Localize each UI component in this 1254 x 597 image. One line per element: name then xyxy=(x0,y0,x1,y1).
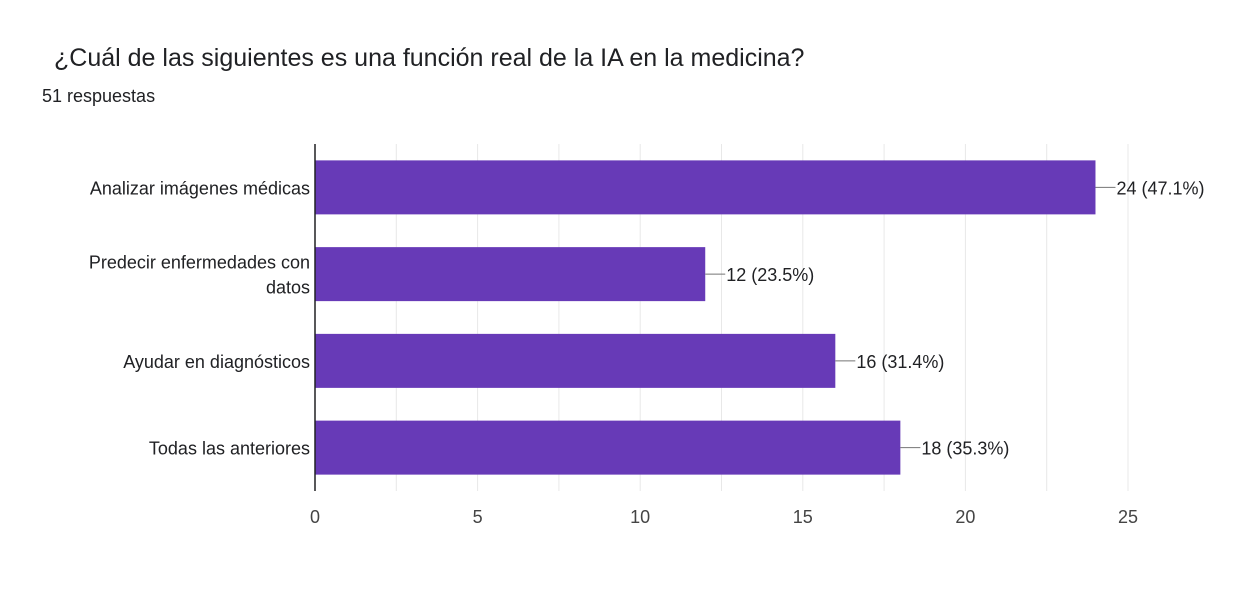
category-label-line: datos xyxy=(266,278,310,298)
x-tick-label: 5 xyxy=(473,507,483,527)
data-label: 12 (23.5%) xyxy=(726,265,814,285)
category-label: Todas las anteriores xyxy=(149,439,310,459)
category-label-line: Predecir enfermedades con xyxy=(89,253,310,273)
category-label-line: Ayudar en diagnósticos xyxy=(123,352,310,372)
response-count: 51 respuestas xyxy=(42,86,156,106)
x-tick-label: 15 xyxy=(793,507,813,527)
bar xyxy=(315,160,1096,215)
bar-layer xyxy=(315,160,1116,475)
label-layer: 24 (47.1%) 12 (23.5%) 16 (31.4%) 18 (35.3%)… xyxy=(89,178,1205,458)
category-label: Ayudar en diagnósticos xyxy=(123,352,310,372)
x-tick-label: 10 xyxy=(630,507,650,527)
x-tick-label: 20 xyxy=(955,507,975,527)
x-tick-label: 0 xyxy=(310,507,320,527)
category-label-line: Todas las anteriores xyxy=(149,439,310,459)
data-label: 16 (31.4%) xyxy=(856,352,944,372)
category-label: Analizar imágenes médicas xyxy=(90,178,310,198)
data-label: 24 (47.1%) xyxy=(1116,178,1204,198)
category-label: Predecir enfermedades con datos xyxy=(89,253,310,298)
chart-title: ¿Cuál de las siguientes es una función r… xyxy=(54,44,805,72)
category-label-line: Analizar imágenes médicas xyxy=(90,178,310,198)
axis-layer: 0 5 10 15 20 25 xyxy=(310,144,1138,527)
bar xyxy=(315,420,901,475)
bar xyxy=(315,247,706,302)
bar xyxy=(315,333,836,388)
x-tick-label: 25 xyxy=(1118,507,1138,527)
data-label: 18 (35.3%) xyxy=(921,439,1009,459)
